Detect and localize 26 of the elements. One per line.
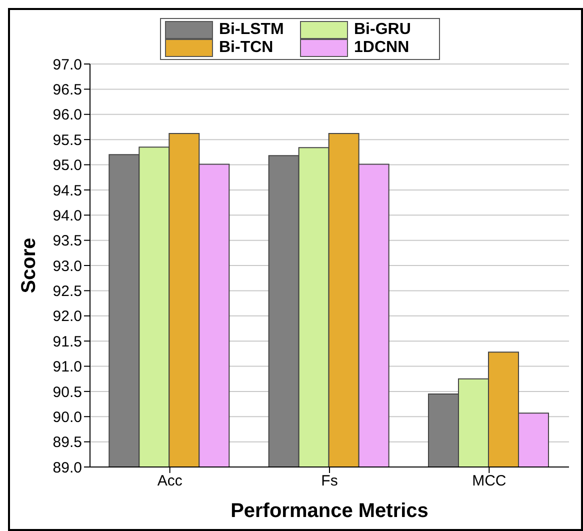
y-tick-label: 89.0 bbox=[52, 459, 82, 476]
x-tick-label: Fs bbox=[321, 472, 338, 490]
y-tick-label: 93.5 bbox=[52, 232, 82, 250]
y-tick-label: 93.0 bbox=[52, 258, 82, 275]
y-tick-label: 95.0 bbox=[52, 157, 82, 174]
y-tick-label: 92.5 bbox=[52, 283, 82, 300]
y-axis-title: Score bbox=[18, 238, 40, 294]
y-tick-label: 96.5 bbox=[52, 82, 82, 99]
y-tick-label: 95.5 bbox=[52, 132, 82, 149]
y-tick-label: 94.5 bbox=[52, 182, 82, 200]
x-tick-label: Acc bbox=[157, 472, 183, 490]
y-tick-label: 91.0 bbox=[52, 358, 82, 376]
y-tick-label: 97.0 bbox=[52, 56, 82, 74]
x-axis-title: Performance Metrics bbox=[230, 500, 428, 522]
legend-label: Bi-TCN bbox=[218, 39, 274, 57]
legend-label: 1DCNN bbox=[353, 39, 410, 57]
y-tick-label: 89.5 bbox=[52, 434, 82, 452]
y-tick-label: 91.5 bbox=[52, 333, 82, 350]
y-tick-label: 96.0 bbox=[52, 106, 82, 124]
legend-label: Bi-LSTM bbox=[218, 21, 285, 39]
y-tick-label: 92.0 bbox=[52, 308, 82, 326]
x-tick-label: MCC bbox=[472, 472, 506, 490]
legend-label: Bi-GRU bbox=[353, 21, 412, 39]
y-tick-label: 94.0 bbox=[52, 207, 82, 224]
y-tick-label: 90.5 bbox=[52, 384, 82, 401]
y-tick-label: 90.0 bbox=[52, 408, 82, 426]
